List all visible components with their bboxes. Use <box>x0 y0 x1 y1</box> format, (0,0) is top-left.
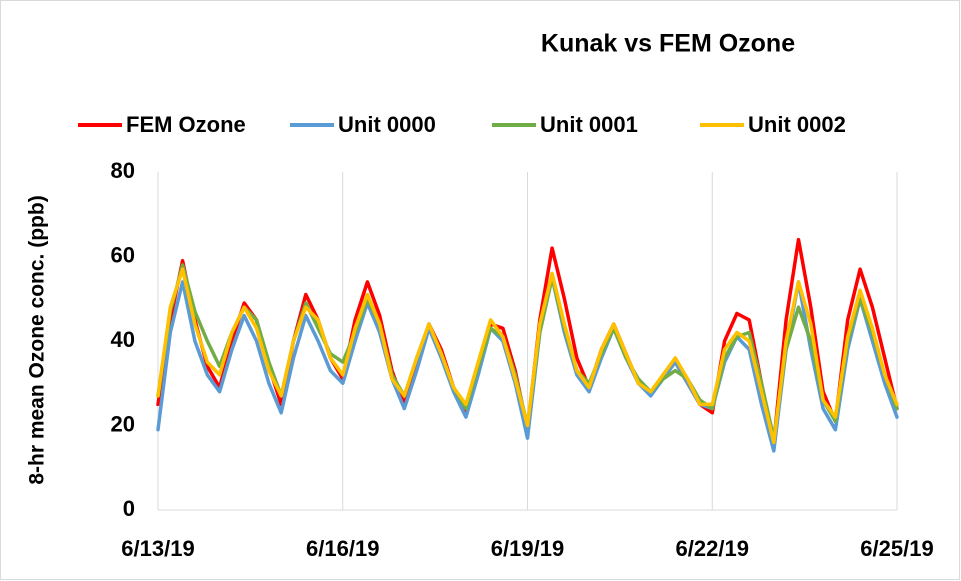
legend-label: Unit 0000 <box>338 112 436 137</box>
chart-title: Kunak vs FEM Ozone <box>541 30 795 58</box>
legend-label: Unit 0002 <box>748 112 846 137</box>
series-line <box>156 275 899 453</box>
y-tick-label: 60 <box>111 242 135 267</box>
x-tick-label: 6/19/19 <box>491 536 564 561</box>
legend-label: FEM Ozone <box>126 112 246 137</box>
x-tick-label: 6/22/19 <box>676 536 749 561</box>
x-tick-label: 6/13/19 <box>121 536 194 561</box>
y-axis-label: 8-hr mean Ozone conc. (ppb) <box>26 195 49 484</box>
legend-label: Unit 0001 <box>540 112 638 137</box>
x-tick-label: 6/16/19 <box>306 536 379 561</box>
y-tick-label: 0 <box>123 496 135 521</box>
series-line <box>156 267 899 445</box>
y-tick-label: 20 <box>111 411 135 436</box>
x-tick-label: 6/25/19 <box>860 536 933 561</box>
y-tick-label: 40 <box>111 327 135 352</box>
y-tick-label: 80 <box>111 158 135 183</box>
